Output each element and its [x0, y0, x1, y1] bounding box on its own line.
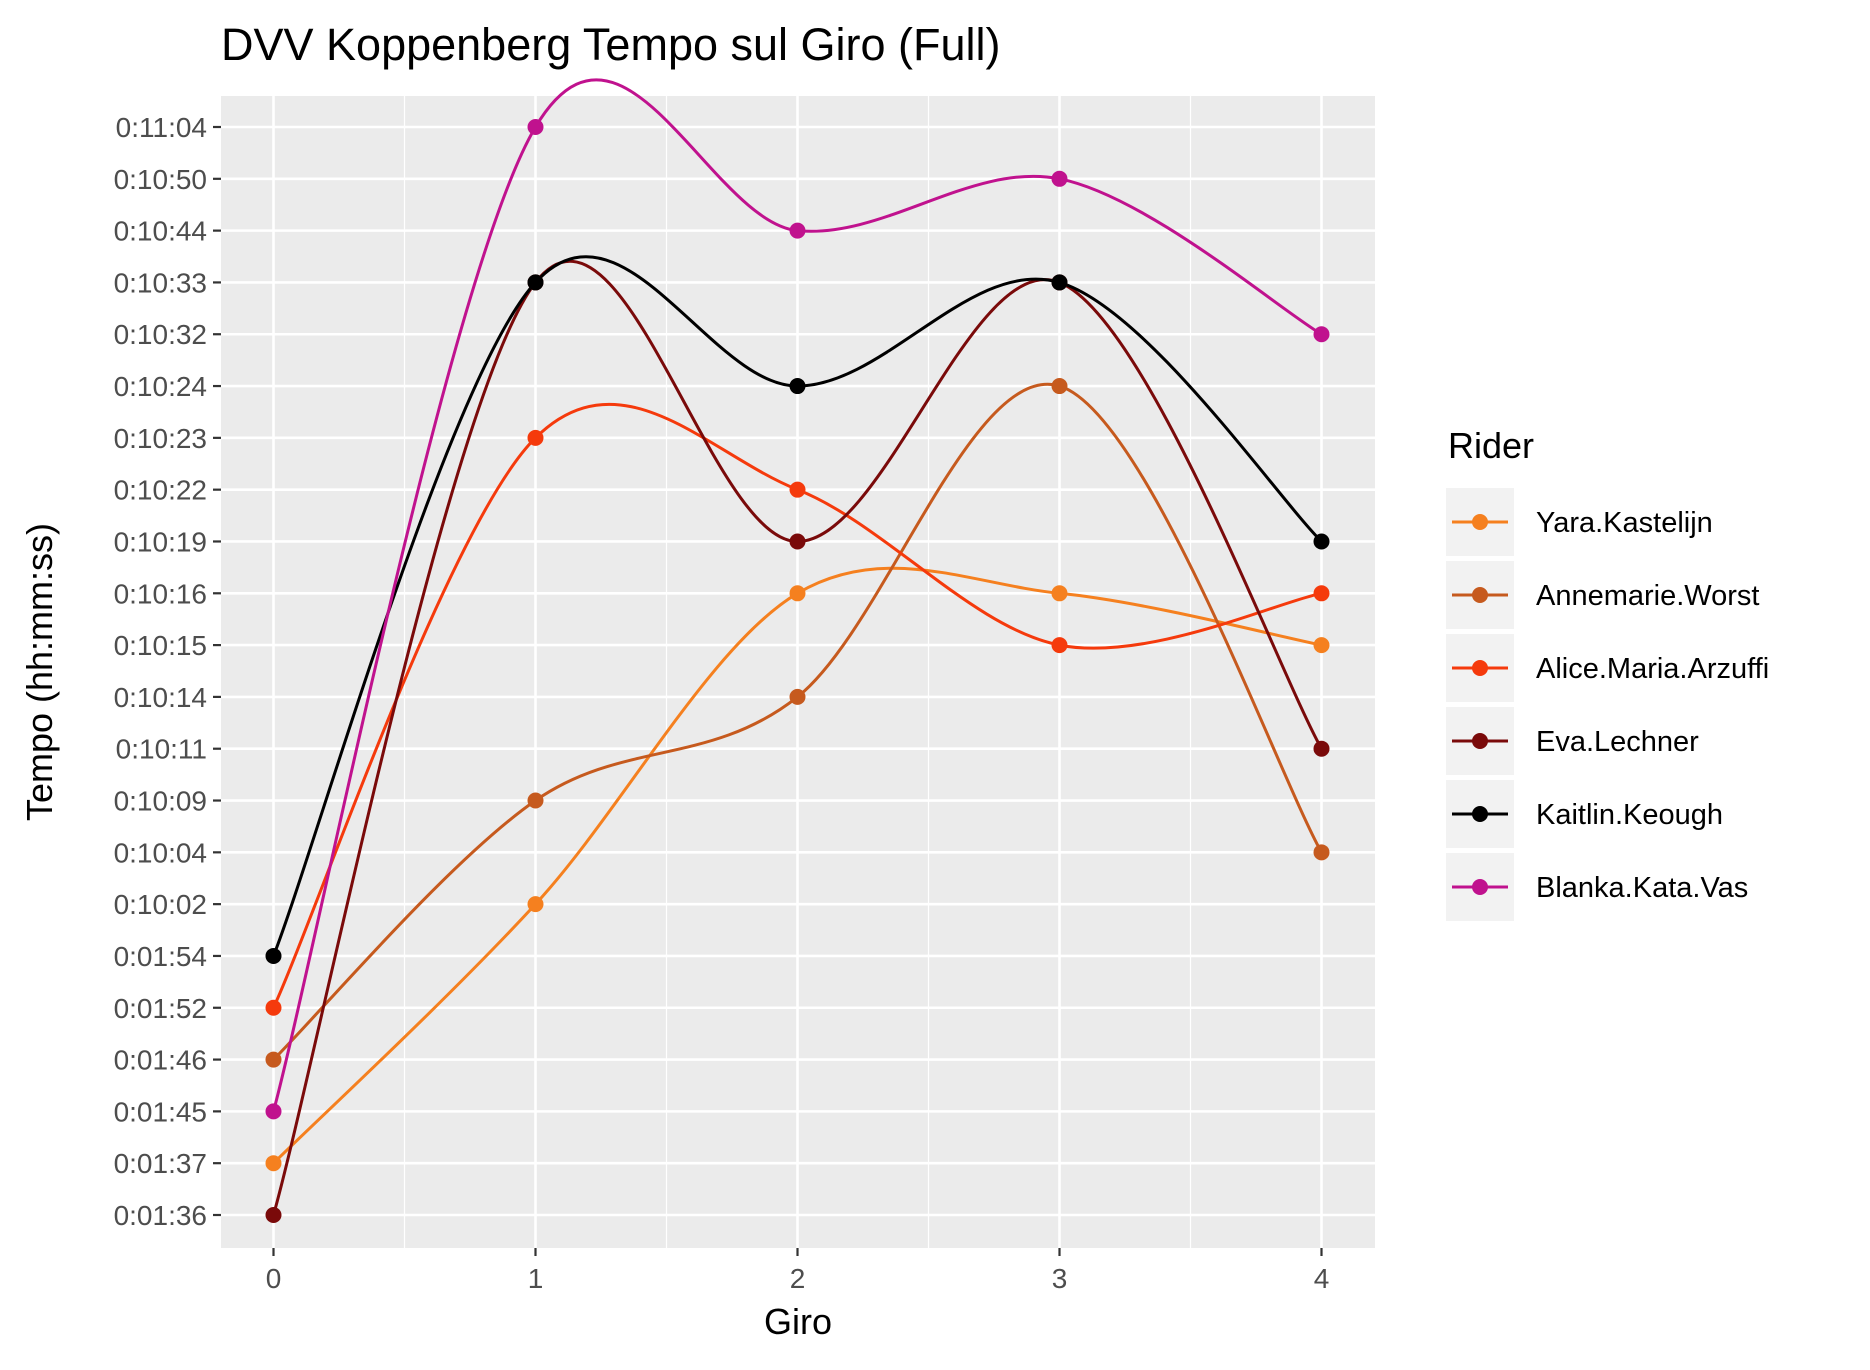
data-point [527, 274, 544, 291]
y-tick-label: 0:10:19 [114, 526, 207, 557]
series-points [265, 119, 1330, 1223]
y-axis: 0:01:36 0:01:37 0:01:45 0:01:46 0:01:52 0:01:… [114, 112, 221, 1231]
series-lines [272, 78, 1323, 1216]
y-tick-label: 0:10:44 [114, 216, 207, 247]
data-point [1313, 637, 1330, 654]
y-axis-title: Tempo (hh:mm:ss) [19, 523, 60, 821]
x-axis-title: Giro [764, 1301, 832, 1342]
chart-title: DVV Koppenberg Tempo sul Giro (Full) [221, 19, 1001, 70]
y-tick-label: 0:10:15 [114, 630, 207, 661]
data-point [265, 1207, 282, 1223]
legend-key-point [1472, 514, 1488, 530]
y-tick-label: 0:10:16 [114, 578, 207, 609]
series-line [272, 259, 1323, 1216]
y-tick-label: 0:10:33 [114, 267, 207, 298]
data-point [789, 378, 806, 395]
minor-gridlines [403, 96, 1192, 1248]
legend: Rider Yara.Kastelijn Annemarie.Worst Alice… [1446, 425, 1769, 921]
y-tick-label: 0:10:04 [114, 837, 207, 868]
data-point [527, 896, 544, 913]
data-point [1313, 740, 1330, 757]
data-point [789, 533, 806, 550]
data-point [1313, 326, 1330, 343]
legend-label: Yara.Kastelijn [1536, 507, 1713, 539]
y-tick-label: 0:10:50 [114, 164, 207, 195]
data-point [1313, 533, 1330, 550]
data-point [265, 947, 282, 964]
y-tick-label: 0:10:14 [114, 682, 207, 713]
data-point [1051, 637, 1068, 654]
series-line [272, 566, 1322, 1165]
legend-label: Annemarie.Worst [1536, 580, 1760, 612]
y-tick-label: 0:01:46 [114, 1045, 207, 1076]
legend-key-point [1472, 587, 1488, 603]
data-point [1051, 585, 1068, 602]
y-tick-label: 0:11:04 [116, 112, 207, 143]
data-point [1313, 585, 1330, 602]
legend-label: Kaitlin.Keough [1536, 799, 1723, 831]
legend-item: Eva.Lechner [1446, 707, 1699, 775]
y-tick-label: 0:10:22 [114, 475, 207, 506]
data-point [1051, 274, 1068, 291]
y-tick-label: 0:10:24 [114, 371, 207, 402]
legend-key-point [1472, 733, 1488, 749]
data-point [527, 119, 544, 135]
data-point [789, 688, 806, 705]
series-line [272, 78, 1323, 1112]
y-tick-label: 0:01:54 [114, 941, 207, 972]
data-point [1051, 170, 1068, 187]
series-line [272, 382, 1323, 1061]
legend-title: Rider [1448, 425, 1534, 466]
legend-item: Kaitlin.Keough [1446, 780, 1723, 848]
legend-item: Blanka.Kata.Vas [1446, 853, 1748, 921]
legend-label: Eva.Lechner [1536, 726, 1699, 758]
series-line [272, 255, 1323, 957]
data-point [789, 585, 806, 602]
y-tick-label: 0:01:36 [114, 1200, 207, 1231]
legend-item: Alice.Maria.Arzuffi [1446, 634, 1769, 702]
y-tick-label: 0:01:52 [114, 993, 207, 1024]
y-tick-label: 0:10:02 [114, 889, 207, 920]
legend-label: Blanka.Kata.Vas [1536, 872, 1748, 904]
y-tick-label: 0:10:11 [116, 734, 207, 765]
x-tick-label: 1 [528, 1263, 544, 1294]
legend-key-point [1472, 806, 1488, 822]
legend-label: Alice.Maria.Arzuffi [1536, 653, 1769, 685]
y-tick-label: 0:10:32 [114, 319, 207, 350]
data-point [527, 429, 544, 446]
x-tick-label: 3 [1052, 1263, 1068, 1294]
x-tick-label: 2 [790, 1263, 806, 1294]
x-axis: 0 1 2 3 4 [266, 1248, 1330, 1294]
data-point [265, 1155, 282, 1172]
y-tick-label: 0:10:23 [114, 423, 207, 454]
data-point [265, 1051, 282, 1068]
legend-key-point [1472, 879, 1488, 895]
x-tick-label: 4 [1314, 1263, 1330, 1294]
data-point [1051, 378, 1068, 395]
data-point [265, 1103, 282, 1120]
y-tick-label: 0:01:37 [114, 1148, 207, 1179]
data-point [527, 792, 544, 809]
data-point [265, 999, 282, 1016]
legend-item: Annemarie.Worst [1446, 561, 1760, 629]
y-tick-label: 0:01:45 [114, 1096, 207, 1127]
x-tick-label: 0 [266, 1263, 282, 1294]
data-point [1313, 844, 1330, 861]
legend-item: Yara.Kastelijn [1446, 488, 1713, 556]
y-tick-label: 0:10:09 [114, 786, 207, 817]
legend-key-point [1472, 660, 1488, 676]
data-point [789, 222, 806, 239]
data-point [789, 481, 806, 498]
